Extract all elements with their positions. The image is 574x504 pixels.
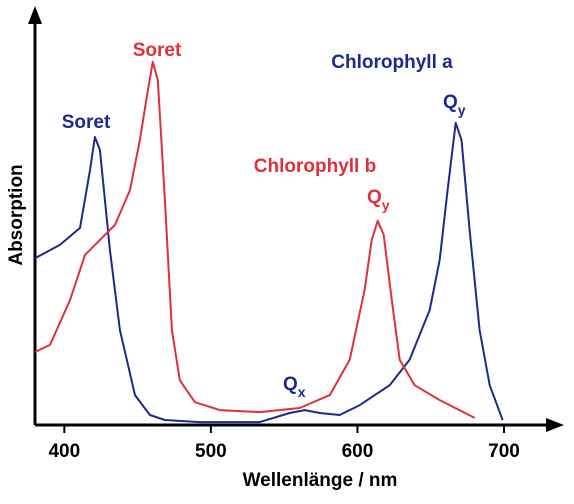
x-tick-label: 700 bbox=[488, 441, 520, 462]
series-line bbox=[34, 60, 476, 419]
annotation-sub: x bbox=[298, 384, 306, 400]
annotation: Qx bbox=[283, 374, 306, 400]
annotation-sub: y bbox=[382, 197, 390, 213]
annotation: Qy bbox=[443, 92, 466, 118]
x-tick-label: 400 bbox=[48, 441, 80, 462]
annotation-text: Q bbox=[367, 187, 382, 208]
x-tick-label: 500 bbox=[195, 441, 227, 462]
x-tick-label: 600 bbox=[342, 441, 374, 462]
annotation-sub: y bbox=[458, 102, 466, 118]
annotation: Soret bbox=[62, 112, 111, 133]
series-line bbox=[34, 121, 504, 424]
annotation: Soret bbox=[133, 40, 182, 61]
annotation: Qy bbox=[367, 187, 390, 213]
series-label: Chlorophyll a bbox=[331, 52, 453, 73]
y-axis-arrow bbox=[28, 6, 42, 24]
series-label: Chlorophyll b bbox=[254, 156, 376, 177]
x-axis-label: Wellenlänge / nm bbox=[243, 470, 398, 491]
annotation-text: Q bbox=[283, 374, 298, 395]
y-axis-label: Absorption bbox=[6, 164, 27, 265]
x-axis-arrow bbox=[546, 418, 564, 432]
annotation-text: Q bbox=[443, 92, 458, 113]
